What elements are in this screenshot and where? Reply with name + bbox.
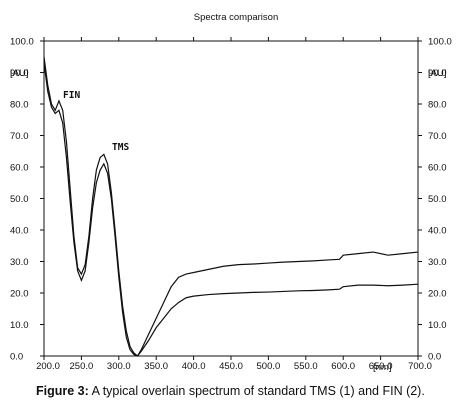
x-tick-label: 600.0 [331,361,355,372]
series-label-fin: FIN [63,90,80,101]
y-tick-label-left: 30.0 [10,257,29,268]
x-tick-label: 350.0 [144,361,168,372]
y-tick-label-left: 70.0 [10,131,29,142]
y-tick-label-right: 10.0 [428,320,447,331]
caption-label: Figure 3: [36,384,89,398]
y-tick-label-right: 30.0 [428,257,447,268]
x-axis-unit: [nm] [373,362,391,373]
y-tick-label-right: 20.0 [428,289,447,300]
x-tick-label: 450.0 [219,361,243,372]
y-tick-label-right: 40.0 [428,226,447,237]
series-line-tms [43,62,419,357]
figure-caption: Figure 3: A typical overlain spectrum of… [36,384,456,398]
x-tick-label: 300.0 [107,361,131,372]
x-tick-label: 400.0 [182,361,206,372]
x-tick-label: 700.0 [408,361,432,372]
series-label-tms: TMS [112,142,129,153]
y-tick-label-left: 100.0 [10,37,34,48]
tick-labels: 200.0 250.0 300.0 350.0 400.0 450.0 500.0 550.0… [10,37,452,373]
chart-title: Spectra comparison [194,12,278,23]
y-tick-label-right: 90.0 [428,68,447,79]
y-tick-label-right: 50.0 [428,194,447,205]
y-tick-label-left: 50.0 [10,194,29,205]
y-tick-label-left: 10.0 [10,320,29,331]
x-tick-label: 200.0 [36,361,60,372]
y-tick-label-left: 20.0 [10,289,29,300]
spectra-chart: Spectra comparison 200.0 250.0 300.0 350.0 4… [10,12,452,373]
y-axis-unit-right: [AU] [428,68,446,79]
y-tick-label-right: 60.0 [428,163,447,174]
y-tick-label-right: 70.0 [428,131,447,142]
y-tick-label-left: 90.0 [10,68,29,79]
y-tick-label-left: 60.0 [10,163,29,174]
x-tick-label: 550.0 [294,361,318,372]
y-tick-label-left: 0.0 [10,352,23,363]
x-tick-label: 650.0 [369,361,393,372]
y-tick-label-left: 40.0 [10,226,29,237]
y-axis-unit-left: [AU] [10,68,28,79]
series-lines [43,56,419,357]
y-tick-label-right: 0.0 [428,352,441,363]
y-tick-label-left: 80.0 [10,100,29,111]
tick-marks [40,37,422,360]
series-line-fin [43,56,419,357]
x-tick-label: 500.0 [257,361,281,372]
y-tick-label-right: 100.0 [428,37,452,48]
caption-text: A typical overlain spectrum of standard … [88,384,425,398]
x-tick-label: 250.0 [70,361,94,372]
y-tick-label-right: 80.0 [428,100,447,111]
